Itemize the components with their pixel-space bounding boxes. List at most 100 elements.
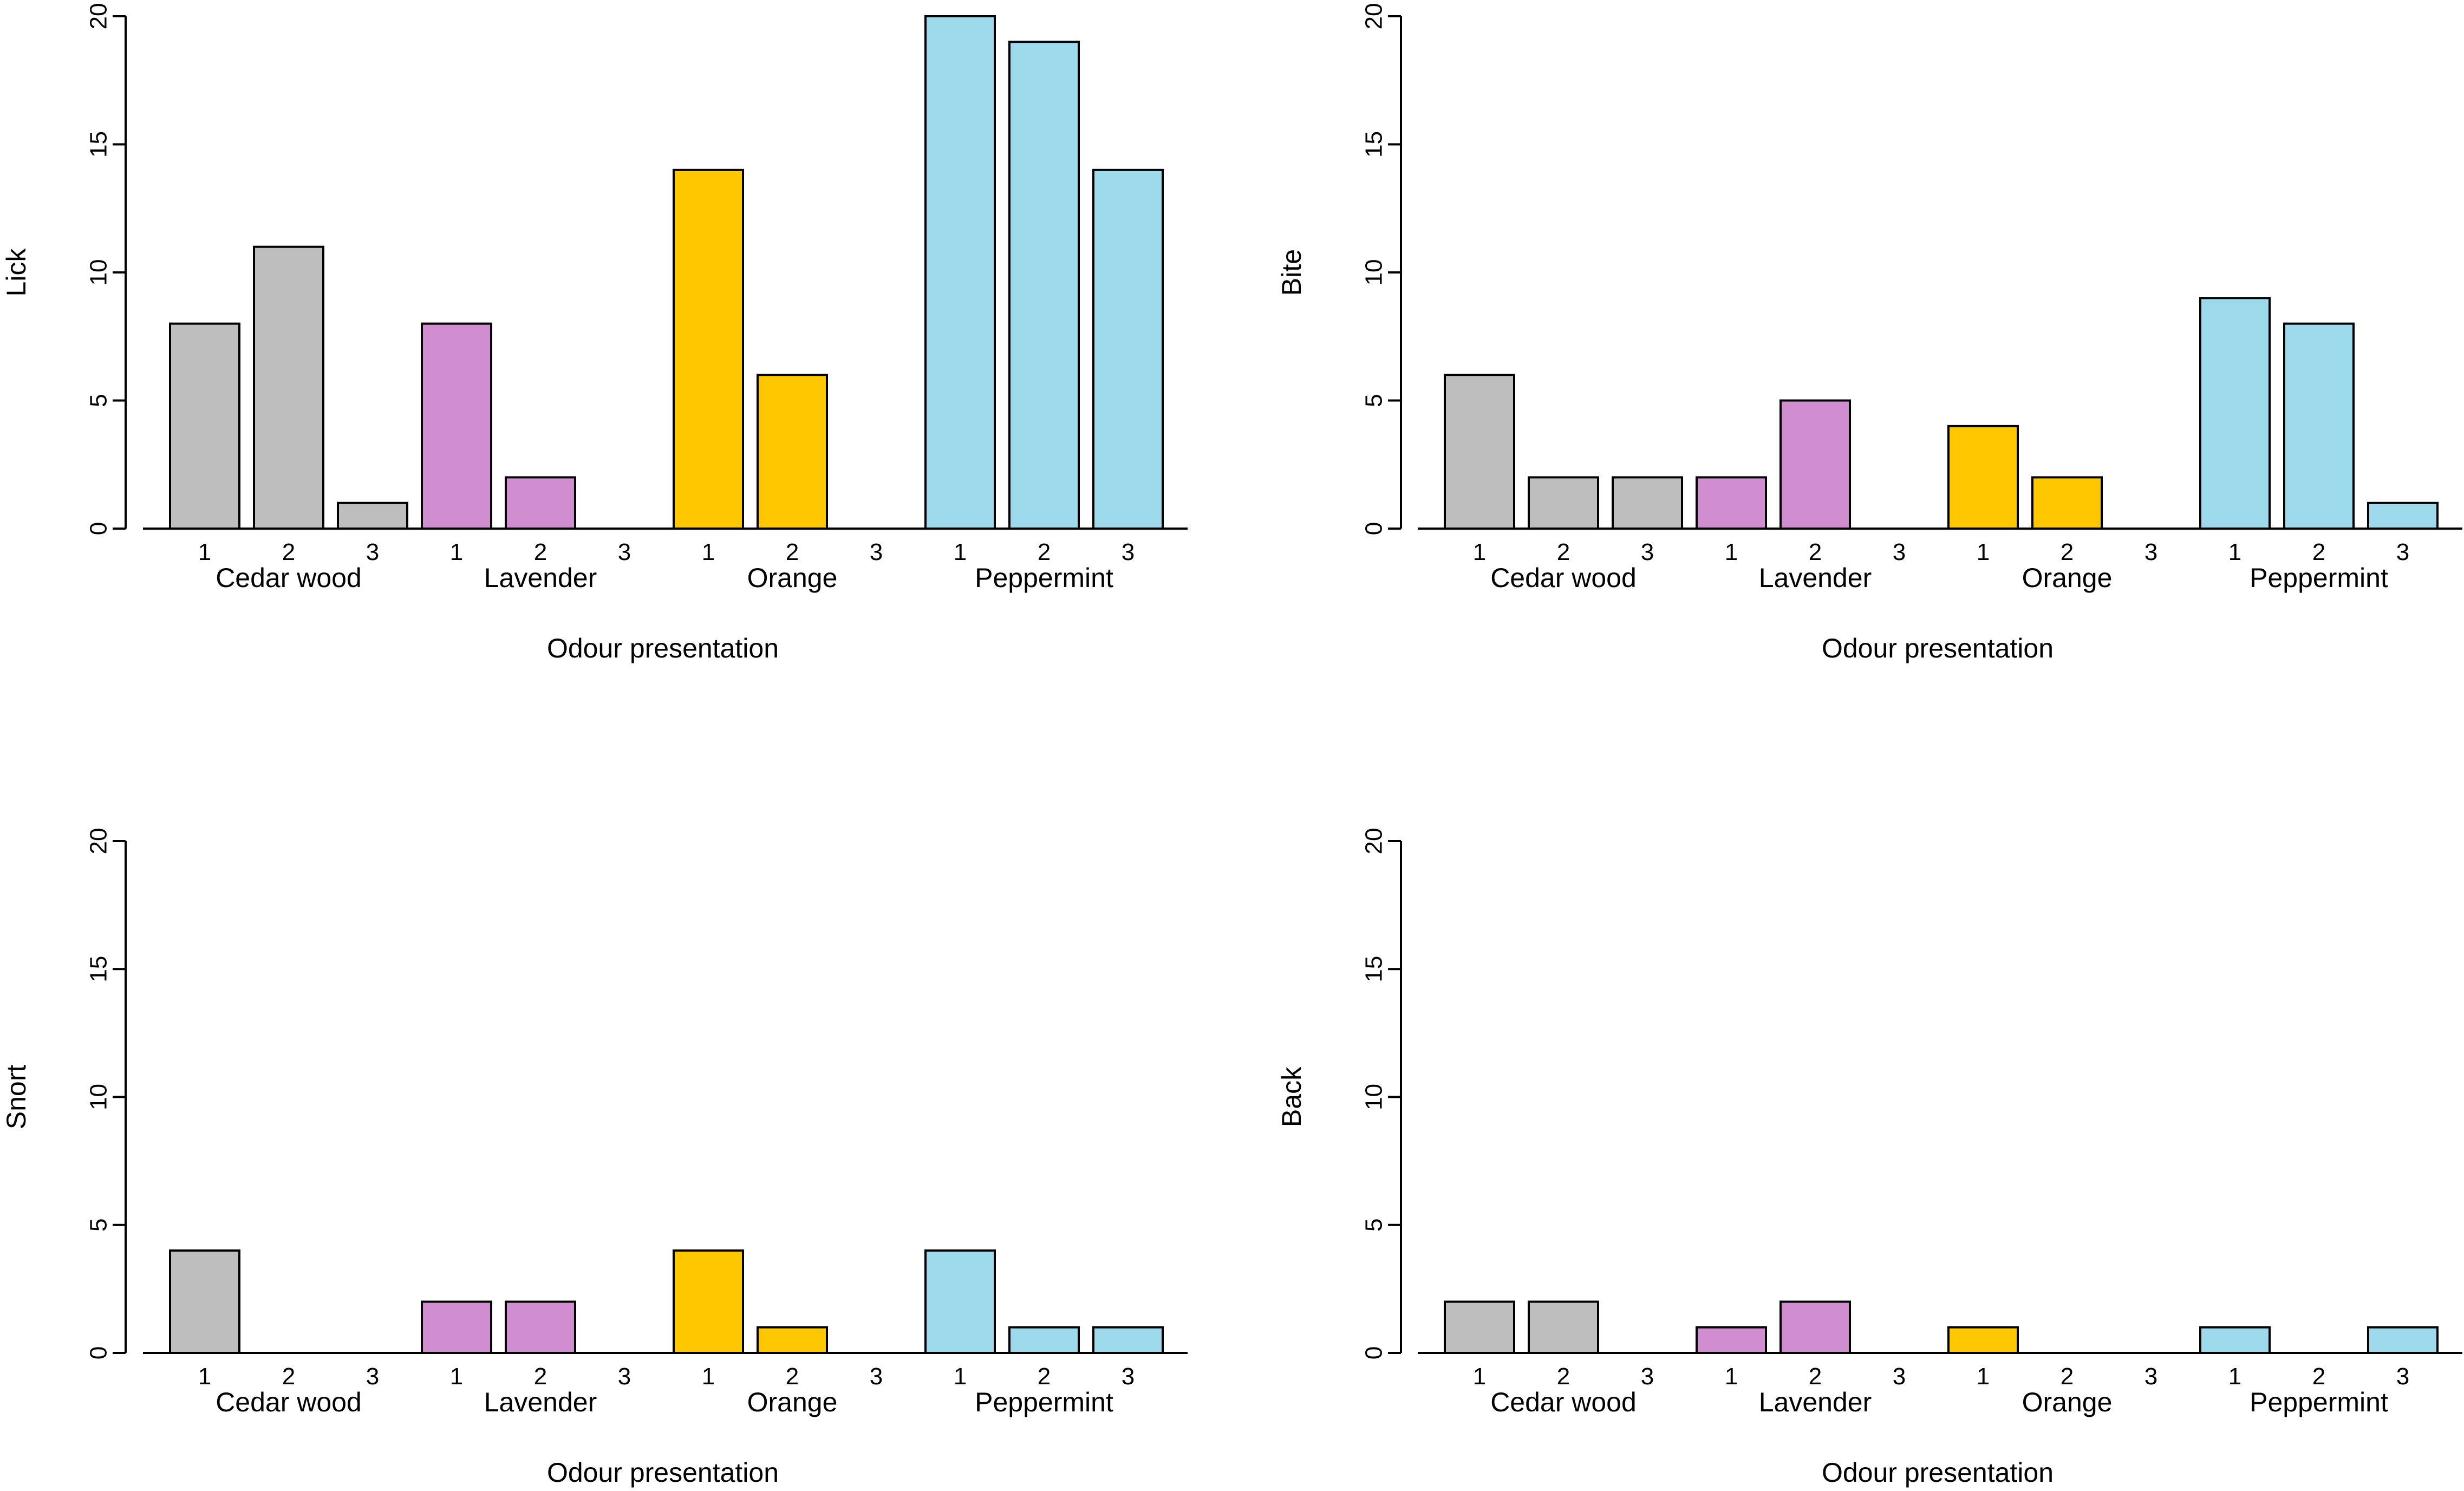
presentation-label: 1	[1977, 1363, 1990, 1390]
group-label-lavender: Lavender	[1759, 563, 1872, 593]
y-axis-label: Snort	[1, 1065, 31, 1130]
bar-orange-1	[673, 1249, 744, 1354]
bar-orange-1	[1947, 425, 2019, 530]
bar-cedar-wood-2	[1528, 1300, 1599, 1354]
presentation-label: 1	[954, 539, 967, 565]
presentation-label: 2	[786, 539, 799, 565]
bar-orange-2	[757, 1326, 828, 1354]
group-label-lavender: Lavender	[1759, 1387, 1872, 1417]
presentation-label: 3	[2396, 1363, 2409, 1390]
y-tick-label: 20	[1361, 828, 1387, 855]
bar-cedar-wood-1	[169, 322, 240, 530]
presentation-label: 3	[2396, 539, 2409, 565]
presentation-label: 3	[1641, 539, 1654, 565]
bar-lavender-2	[1779, 399, 1851, 530]
bar-orange-1	[1947, 1326, 2019, 1354]
presentation-label: 2	[2312, 1363, 2325, 1390]
y-tick-label: 15	[1361, 956, 1387, 982]
group-label-orange: Orange	[2022, 1387, 2113, 1417]
group-label-cedar-wood: Cedar wood	[1490, 563, 1637, 593]
bar-lavender-2	[1779, 1300, 1851, 1354]
presentation-label: 2	[1809, 1363, 1822, 1390]
bar-orange-2	[2031, 476, 2103, 530]
y-tick-label: 10	[1361, 1084, 1387, 1110]
presentation-label: 3	[2144, 539, 2157, 565]
group-label-orange: Orange	[747, 563, 838, 593]
group-label-orange: Orange	[2022, 563, 2113, 593]
presentation-label: 2	[786, 1363, 799, 1390]
presentation-label: 1	[198, 539, 211, 565]
y-tick-label: 15	[1361, 131, 1387, 158]
group-label-peppermint: Peppermint	[975, 1387, 1113, 1417]
group-label-cedar-wood: Cedar wood	[216, 1387, 362, 1417]
presentation-label: 3	[1641, 1363, 1654, 1390]
bar-lavender-1	[421, 322, 492, 530]
y-tick-label: 5	[86, 1219, 112, 1232]
group-label-peppermint: Peppermint	[2250, 563, 2388, 593]
group-label-peppermint: Peppermint	[975, 563, 1113, 593]
y-tick-label: 5	[1361, 1219, 1387, 1232]
y-tick-label: 10	[1361, 259, 1387, 286]
bar-cedar-wood-1	[1444, 1300, 1515, 1354]
bar-peppermint-1	[2199, 297, 2271, 530]
y-axis-label: Lick	[1, 248, 31, 297]
presentation-label: 1	[1725, 539, 1738, 565]
presentation-label: 3	[870, 539, 883, 565]
presentation-label: 1	[198, 1363, 211, 1390]
x-axis-label: Odour presentation	[547, 1457, 779, 1488]
group-label-lavender: Lavender	[484, 1387, 597, 1417]
presentation-label: 3	[1893, 539, 1906, 565]
presentation-label: 2	[2312, 539, 2325, 565]
presentation-label: 1	[450, 1363, 463, 1390]
bar-peppermint-2	[1008, 1326, 1080, 1354]
presentation-label: 2	[1557, 539, 1570, 565]
presentation-label: 3	[2144, 1363, 2157, 1390]
presentation-label: 1	[702, 1363, 715, 1390]
presentation-label: 2	[1809, 539, 1822, 565]
presentation-label: 3	[1122, 539, 1135, 565]
bar-cedar-wood-3	[337, 502, 408, 530]
presentation-label: 1	[954, 1363, 967, 1390]
y-tick-label: 15	[86, 131, 112, 158]
bar-peppermint-2	[2283, 322, 2355, 530]
y-tick-label: 0	[1361, 1346, 1387, 1359]
presentation-label: 1	[2228, 539, 2241, 565]
y-tick-label: 5	[1361, 394, 1387, 407]
bar-peppermint-3	[2367, 1326, 2439, 1354]
y-tick-label: 10	[86, 259, 112, 286]
bar-peppermint-3	[1092, 1326, 1164, 1354]
y-axis-label: Back	[1276, 1066, 1307, 1127]
presentation-label: 3	[618, 1363, 631, 1390]
bar-cedar-wood-2	[1528, 476, 1599, 530]
y-tick-label: 0	[86, 522, 112, 535]
group-label-cedar-wood: Cedar wood	[216, 563, 362, 593]
bar-lavender-1	[421, 1300, 492, 1354]
x-axis-label: Odour presentation	[1822, 1457, 2054, 1488]
group-label-lavender: Lavender	[484, 563, 597, 593]
group-label-orange: Orange	[747, 1387, 838, 1417]
group-label-cedar-wood: Cedar wood	[1490, 1387, 1637, 1417]
x-axis-label: Odour presentation	[1822, 633, 2054, 663]
bar-cedar-wood-1	[169, 1249, 240, 1354]
presentation-label: 1	[1977, 539, 1990, 565]
bar-lavender-1	[1696, 1326, 1767, 1354]
presentation-label: 2	[282, 539, 295, 565]
presentation-label: 2	[1038, 539, 1051, 565]
presentation-label: 3	[1122, 1363, 1135, 1390]
presentation-label: 3	[366, 1363, 379, 1390]
y-tick-label: 20	[86, 3, 112, 30]
presentation-label: 2	[534, 1363, 547, 1390]
bar-lavender-1	[1696, 476, 1767, 530]
y-tick-label: 20	[1361, 3, 1387, 30]
presentation-label: 2	[1557, 1363, 1570, 1390]
bar-peppermint-1	[2199, 1326, 2271, 1354]
bar-peppermint-1	[924, 1249, 996, 1354]
bar-peppermint-3	[2367, 502, 2439, 530]
presentation-label: 3	[618, 539, 631, 565]
presentation-label: 2	[2061, 539, 2074, 565]
y-axis-label: Bite	[1276, 249, 1307, 296]
y-tick-label: 0	[86, 1346, 112, 1359]
bar-orange-1	[673, 168, 744, 530]
